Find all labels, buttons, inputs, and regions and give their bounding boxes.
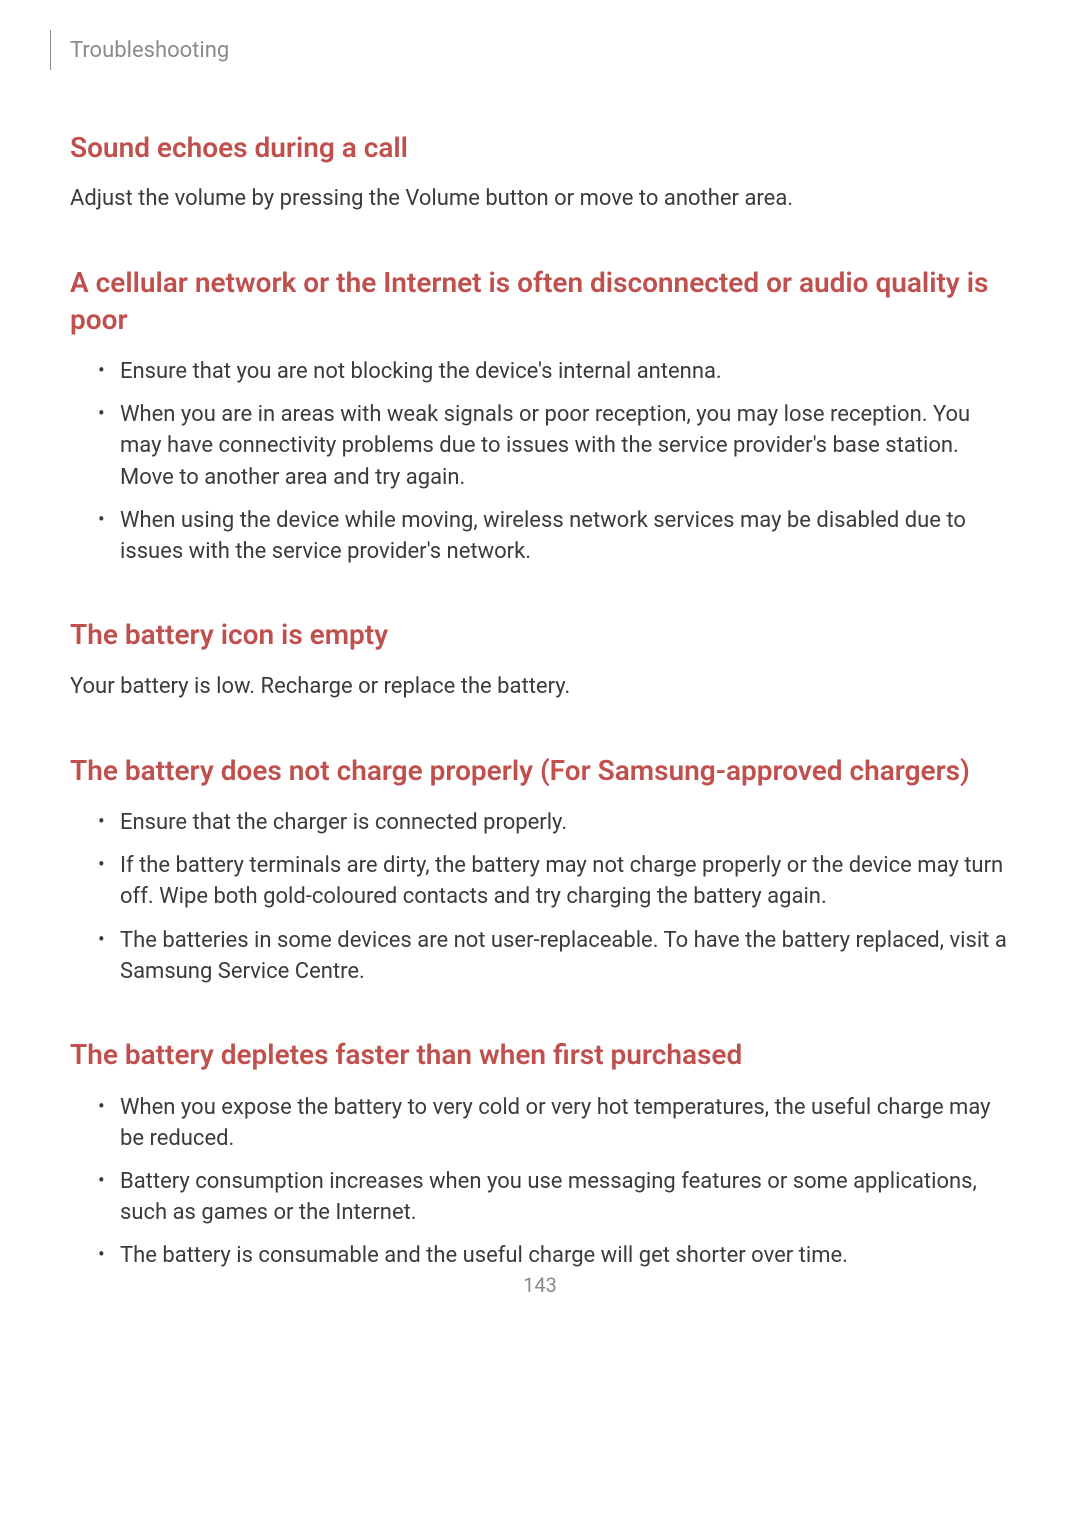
list-item: When using the device while moving, wire… bbox=[98, 505, 1010, 567]
section-battery-depletes: The battery depletes faster than when fi… bbox=[70, 1037, 1010, 1272]
section-battery-empty: The battery icon is empty Your battery i… bbox=[70, 617, 1010, 702]
list-item: Ensure that you are not blocking the dev… bbox=[98, 356, 1010, 387]
section-body: Adjust the volume by pressing the Volume… bbox=[70, 184, 1010, 215]
section-sound-echoes: Sound echoes during a call Adjust the vo… bbox=[70, 130, 1010, 215]
list-item: The battery is consumable and the useful… bbox=[98, 1240, 1010, 1271]
list-item: Ensure that the charger is connected pro… bbox=[98, 807, 1010, 838]
section-heading: A cellular network or the Internet is of… bbox=[70, 265, 1010, 338]
section-battery-not-charging: The battery does not charge properly (Fo… bbox=[70, 753, 1010, 988]
list-item: The batteries in some devices are not us… bbox=[98, 925, 1010, 987]
page-number: 143 bbox=[0, 1273, 1080, 1297]
section-heading: Sound echoes during a call bbox=[70, 130, 1010, 166]
breadcrumb: Troubleshooting bbox=[70, 35, 1010, 63]
header-divider-line bbox=[50, 30, 51, 70]
list-item: If the battery terminals are dirty, the … bbox=[98, 850, 1010, 912]
section-heading: The battery does not charge properly (Fo… bbox=[70, 753, 1010, 789]
list-item: When you are in areas with weak signals … bbox=[98, 399, 1010, 493]
bullet-list: When you expose the battery to very cold… bbox=[70, 1092, 1010, 1272]
section-heading: The battery depletes faster than when fi… bbox=[70, 1037, 1010, 1073]
bullet-list: Ensure that you are not blocking the dev… bbox=[70, 356, 1010, 567]
list-item: When you expose the battery to very cold… bbox=[98, 1092, 1010, 1154]
section-heading: The battery icon is empty bbox=[70, 617, 1010, 653]
section-network-disconnected: A cellular network or the Internet is of… bbox=[70, 265, 1010, 567]
page-header: Troubleshooting bbox=[70, 35, 1010, 75]
list-item: Battery consumption increases when you u… bbox=[98, 1166, 1010, 1228]
page-container: Troubleshooting Sound echoes during a ca… bbox=[0, 0, 1080, 1272]
section-body: Your battery is low. Recharge or replace… bbox=[70, 672, 1010, 703]
bullet-list: Ensure that the charger is connected pro… bbox=[70, 807, 1010, 987]
